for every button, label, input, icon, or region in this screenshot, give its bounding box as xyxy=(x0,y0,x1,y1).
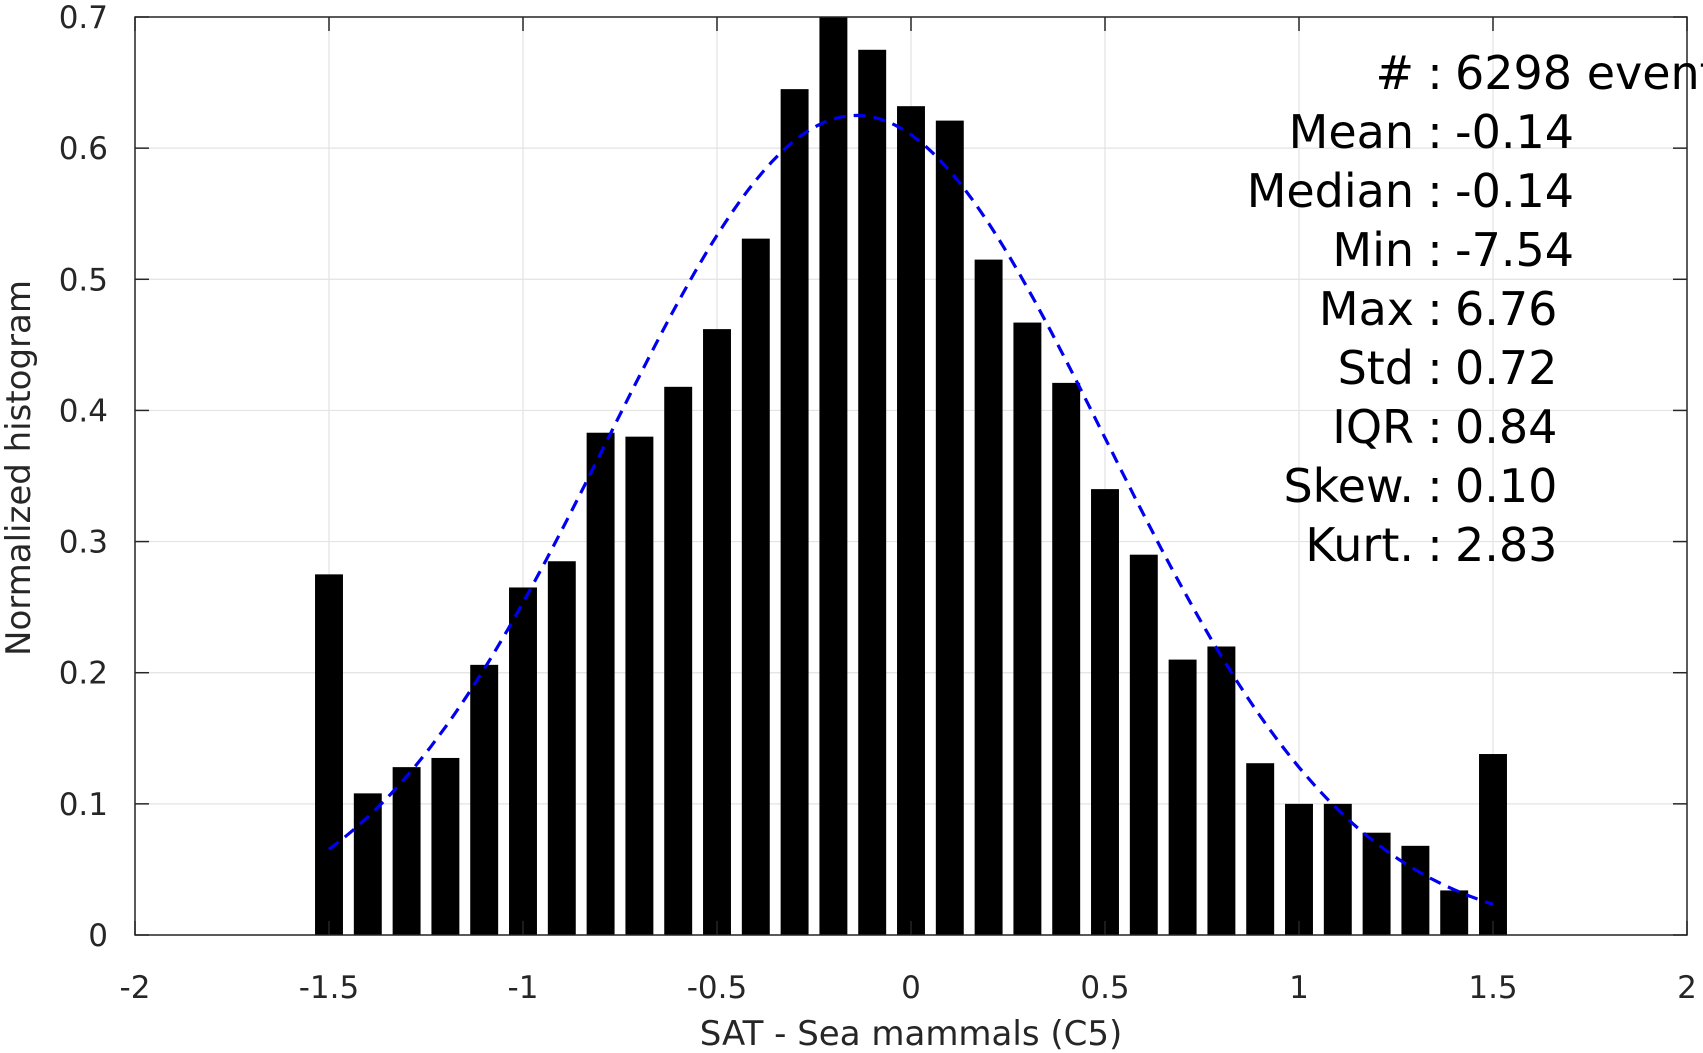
stats-value: 0.10 xyxy=(1455,459,1557,513)
stats-separator: : xyxy=(1427,400,1443,454)
stats-value: 0.84 xyxy=(1455,400,1557,454)
stats-value: 0.72 xyxy=(1455,341,1557,395)
fit-curve-layer xyxy=(328,113,1494,906)
histogram-bar xyxy=(819,17,848,935)
fit-curve xyxy=(328,113,1494,906)
histogram-bar xyxy=(1362,832,1391,935)
stats-value: 6.76 xyxy=(1455,282,1557,336)
stats-value: -0.14 xyxy=(1455,105,1574,159)
histogram-bar xyxy=(315,574,343,935)
y-tick-label: 0 xyxy=(88,918,108,954)
y-tick-label: 0.2 xyxy=(59,656,108,692)
histogram-bar xyxy=(1013,322,1042,935)
histogram-bar xyxy=(780,89,809,936)
stats-separator: : xyxy=(1427,164,1443,218)
x-tick-label: -0.5 xyxy=(687,970,748,1006)
y-tick-label: 0.3 xyxy=(59,525,108,561)
histogram-bar xyxy=(392,767,421,935)
stats-label: Min xyxy=(1332,223,1414,277)
histogram-bar xyxy=(703,329,731,935)
stats-separator: : xyxy=(1427,459,1443,513)
histogram-bar xyxy=(1091,489,1119,935)
histogram-bar xyxy=(1323,803,1352,935)
stats-label: IQR xyxy=(1332,400,1414,454)
y-tick-label: 0.1 xyxy=(59,787,108,823)
histogram-bar xyxy=(509,587,537,935)
x-tick-label: 0 xyxy=(901,970,921,1006)
histogram-bar xyxy=(897,106,925,936)
stats-value: -0.14 xyxy=(1455,164,1574,218)
stats-value: 2.83 xyxy=(1455,518,1557,572)
stats-label: Max xyxy=(1319,282,1414,336)
histogram-bar xyxy=(1168,659,1197,935)
stats-value: -7.54 xyxy=(1455,223,1574,277)
stats-label: # xyxy=(1375,46,1414,100)
histogram-bar xyxy=(1440,890,1469,935)
stats-separator: : xyxy=(1427,223,1443,277)
histogram-bar xyxy=(625,436,654,935)
histogram-bar xyxy=(1401,845,1430,935)
histogram-bar xyxy=(974,259,1003,936)
y-tick-label: 0.4 xyxy=(59,393,108,429)
histogram-bar xyxy=(470,664,499,935)
stats-label: Kurt. xyxy=(1305,518,1414,572)
x-tick-label: 0.5 xyxy=(1080,970,1129,1006)
x-tick-label: -1.5 xyxy=(299,970,360,1006)
y-tick-label: 0.5 xyxy=(59,262,108,298)
x-tick-labels: -2 -1.5 -1 -0.5 0 0.5 1 1.5 2 xyxy=(120,970,1697,1006)
histogram-bar xyxy=(1129,554,1158,935)
x-tick-label: 2 xyxy=(1677,970,1697,1006)
stats-separator: : xyxy=(1427,282,1443,336)
stats-label: Skew. xyxy=(1283,459,1414,513)
histogram-bar xyxy=(1207,646,1236,935)
histogram-bar xyxy=(935,120,964,936)
histogram-bar xyxy=(353,793,382,935)
bars xyxy=(315,17,1507,936)
stats-box: #:6298 eventsMean:-0.14Median:-0.14Min:-… xyxy=(1247,46,1703,572)
histogram-bar xyxy=(1246,763,1275,935)
histogram-bar xyxy=(664,386,693,935)
y-tick-labels: 0 0.1 0.2 0.3 0.4 0.5 0.6 0.7 xyxy=(59,0,108,954)
histogram-bar xyxy=(741,238,770,936)
stats-separator: : xyxy=(1427,46,1443,100)
axis-ticks xyxy=(134,16,1688,936)
x-tick-label: -2 xyxy=(120,970,151,1006)
y-tick-label: 0.7 xyxy=(59,0,108,36)
stats-separator: : xyxy=(1427,518,1443,572)
histogram-bar xyxy=(431,757,460,935)
histogram-bar xyxy=(1285,803,1313,935)
stats-label: Median xyxy=(1247,164,1414,218)
histogram-bar xyxy=(547,561,576,935)
histogram-bar xyxy=(858,49,887,936)
x-tick-label: 1 xyxy=(1289,970,1309,1006)
stats-value: 6298 events xyxy=(1455,46,1703,100)
y-tick-label: 0.6 xyxy=(59,131,108,167)
x-tick-label: 1.5 xyxy=(1468,970,1517,1006)
histogram-bar xyxy=(1052,382,1081,936)
stats-label: Std xyxy=(1338,341,1414,395)
y-axis-label: Normalized histogram xyxy=(0,280,39,656)
x-axis-label: SAT - Sea mammals (C5) xyxy=(700,1014,1123,1053)
histogram-bar xyxy=(586,432,615,935)
histogram-bar xyxy=(1479,754,1507,935)
stats-label: Mean xyxy=(1289,105,1414,159)
stats-separator: : xyxy=(1427,105,1443,159)
stats-separator: : xyxy=(1427,341,1443,395)
x-tick-label: -1 xyxy=(508,970,539,1006)
